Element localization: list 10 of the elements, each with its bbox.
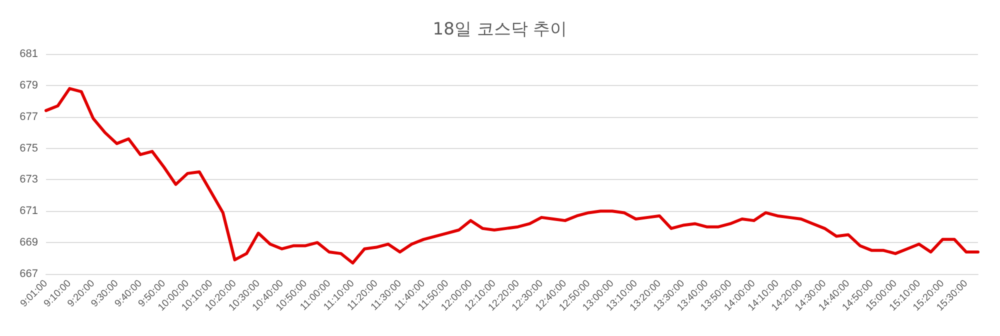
y-tick-label: 675 bbox=[20, 142, 38, 154]
y-tick-label: 669 bbox=[20, 236, 38, 249]
chart-title: 18일 코스닥 추이 bbox=[432, 20, 568, 40]
y-tick-label: 671 bbox=[20, 205, 38, 218]
y-tick-label: 677 bbox=[20, 110, 38, 123]
y-tick-label: 667 bbox=[20, 268, 38, 280]
y-tick-label: 681 bbox=[20, 48, 38, 60]
y-tick-label: 673 bbox=[20, 174, 38, 186]
y-tick-label: 679 bbox=[20, 79, 38, 92]
line-series bbox=[44, 87, 980, 264]
